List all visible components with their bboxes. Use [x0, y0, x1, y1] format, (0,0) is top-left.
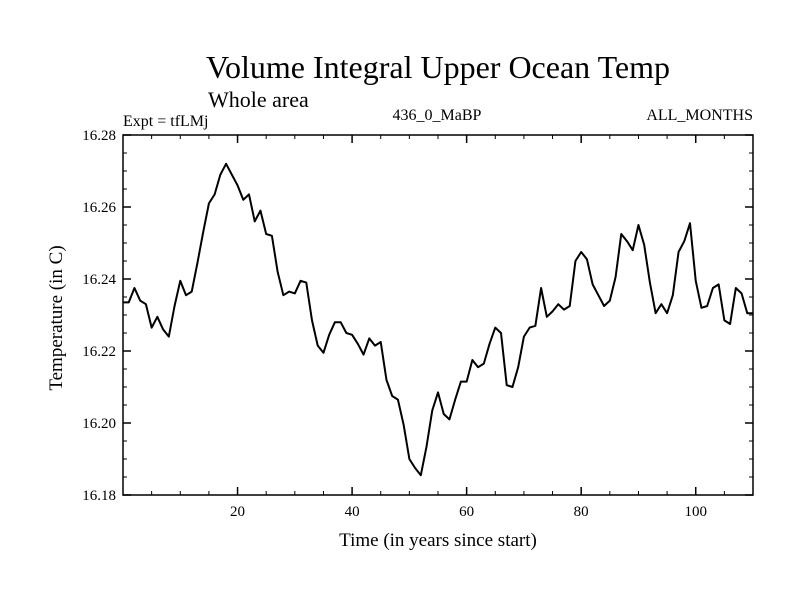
x-tick-label: 80 — [574, 504, 589, 520]
y-tick-label: 16.28 — [82, 128, 116, 144]
y-tick-label: 16.26 — [82, 200, 116, 216]
tick-labels: 20 40 60 80 100 16.18 16.20 16.22 16.24 16.26 16.2… — [82, 128, 707, 520]
x-tick-label: 20 — [230, 504, 245, 520]
chart-subtitle: Whole area — [208, 87, 309, 112]
x-tick-label: 60 — [459, 504, 474, 520]
y-tick-label: 16.24 — [82, 272, 116, 288]
annotation-experiment: Expt = tfLMj — [123, 113, 208, 130]
annotation-months: ALL_MONTHS — [646, 107, 753, 124]
x-tick-label: 40 — [345, 504, 360, 520]
axis-ticks — [123, 134, 753, 496]
x-tick-label: 100 — [684, 504, 707, 520]
y-tick-label: 16.20 — [82, 416, 116, 432]
chart-title: Volume Integral Upper Ocean Temp — [206, 49, 670, 85]
x-axis-label: Time (in years since start) — [339, 530, 537, 551]
plot-frame — [122, 134, 754, 496]
annotation-period: 436_0_MaBP — [393, 107, 482, 124]
series-line — [123, 162, 753, 477]
y-tick-label: 16.18 — [82, 488, 116, 504]
y-tick-label: 16.22 — [82, 344, 116, 360]
y-axis-label: Temperature (in C) — [46, 245, 67, 390]
